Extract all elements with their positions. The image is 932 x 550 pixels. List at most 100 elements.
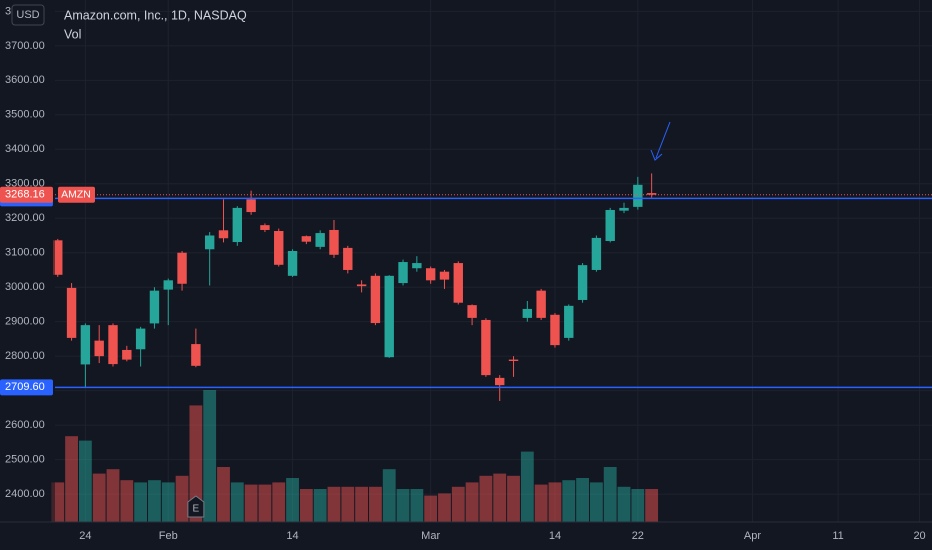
candle-body — [315, 233, 325, 247]
y-tick-label: 3300.00 — [5, 178, 45, 190]
symbol-tag — [58, 186, 95, 203]
candle-body — [343, 247, 353, 270]
volume-bar — [603, 467, 617, 522]
candle-body — [564, 305, 574, 338]
candle-body — [246, 199, 256, 213]
x-tick-label: Feb — [159, 530, 178, 542]
candle-body — [163, 280, 173, 290]
volume-bar — [120, 480, 134, 522]
y-tick-label: 3400.00 — [5, 143, 45, 155]
y-tick-label: 2600.00 — [5, 419, 45, 431]
currency-badge[interactable] — [11, 4, 45, 26]
candle-body — [550, 314, 560, 346]
candle-body — [398, 262, 408, 284]
candle-body — [218, 230, 229, 239]
volume-bar — [92, 473, 106, 522]
x-tick-label: Mar — [421, 530, 440, 542]
arrow-head — [650, 149, 663, 161]
volume-bar — [438, 493, 451, 522]
candle-body — [508, 359, 519, 361]
volume-bar — [327, 486, 341, 522]
volume-bar — [520, 451, 534, 522]
volume-bar — [396, 489, 410, 522]
candle-body — [204, 235, 215, 250]
candle-body — [481, 319, 491, 376]
y-tick-label: 3700.00 — [5, 40, 45, 52]
candles — [53, 173, 657, 401]
candle-body — [536, 290, 546, 318]
volume-bar — [189, 405, 203, 522]
earnings-label: E — [193, 504, 200, 515]
candle-body — [453, 263, 463, 303]
volume-label: Vol — [64, 27, 81, 41]
candle-body — [425, 268, 436, 281]
volume-pane — [51, 390, 659, 522]
volume-bar — [161, 482, 175, 522]
volume-bar — [576, 478, 589, 522]
overlays: E — [55, 194, 932, 518]
volume-bar — [382, 469, 396, 522]
volume-bar — [479, 475, 493, 522]
candle-body — [467, 305, 477, 318]
volume-bar — [617, 486, 631, 522]
volume-bar — [148, 480, 161, 522]
volume-bar — [645, 489, 659, 522]
currency: USD — [16, 9, 39, 21]
candle-body — [232, 207, 243, 243]
candle-body — [260, 225, 270, 230]
volume-bar — [341, 486, 355, 522]
x-tick-label: 20 — [913, 530, 925, 542]
volume-bar — [410, 489, 424, 522]
y-tick-label: 2400.00 — [5, 488, 45, 500]
y-tick-label: 3100.00 — [5, 247, 45, 259]
candle-body — [577, 265, 588, 300]
x-tick-label: 24 — [79, 530, 91, 542]
candle-body — [370, 275, 381, 324]
time-axis: 24 Feb 14 Mar 14 22 Apr 11 20 — [79, 530, 925, 542]
candle-body — [646, 193, 657, 195]
volume-bar — [230, 482, 244, 522]
y-tick-label: 3500.00 — [5, 109, 45, 121]
volume-bar — [258, 484, 272, 522]
volume-bar — [244, 484, 258, 522]
level-tag-label: 2709.60 — [5, 381, 45, 393]
candle-body — [605, 209, 615, 242]
x-tick-label: 14 — [286, 530, 298, 542]
volume-bar — [217, 467, 230, 522]
arrow-annotation — [655, 121, 671, 159]
candle-body — [301, 236, 312, 242]
symbol-label: AMZN — [61, 189, 91, 201]
price-axis-bg — [0, 0, 55, 522]
y-tick-label: 2500.00 — [5, 454, 45, 466]
volume-bar — [299, 489, 313, 522]
candle-body — [94, 340, 104, 357]
candle-body — [356, 284, 367, 287]
candle-body — [287, 251, 298, 276]
volume-bar — [451, 486, 465, 522]
candle-body — [177, 252, 187, 284]
candle-body — [633, 184, 643, 207]
x-tick-label: 11 — [832, 530, 843, 542]
volume-bar — [507, 475, 520, 522]
volume-bar — [272, 482, 286, 522]
volume-bar — [631, 489, 645, 522]
volume-bar — [589, 482, 603, 522]
candle-body — [191, 344, 201, 366]
volume-bar — [369, 486, 382, 522]
volume-bar — [286, 478, 299, 522]
y-tick-label: 2800.00 — [5, 350, 45, 362]
candle-body — [329, 229, 339, 255]
candle-body — [619, 207, 629, 211]
volume-bar — [548, 482, 562, 522]
volume-bar — [106, 469, 120, 522]
y-tick-label: 3000.00 — [5, 281, 45, 293]
volume-bar — [534, 484, 548, 522]
price-axis: 2400.002500.002600.002700.002800.002900.… — [0, 5, 95, 500]
volume-bar — [424, 495, 438, 522]
candle-body — [149, 290, 160, 324]
candle-body — [274, 231, 284, 265]
candle-body — [122, 349, 132, 360]
candle-body — [80, 325, 91, 365]
